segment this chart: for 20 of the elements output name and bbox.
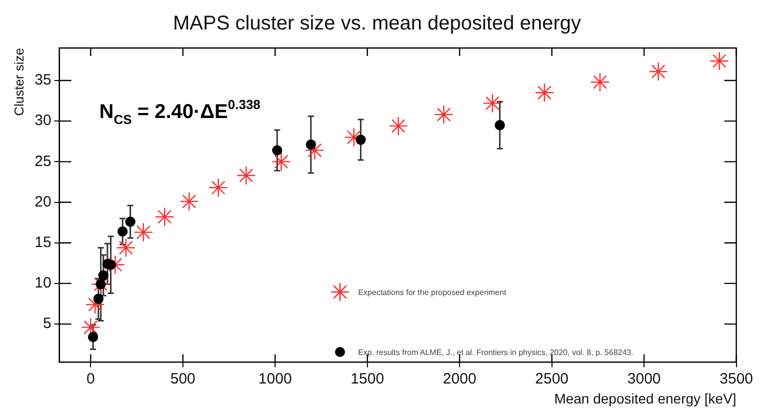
y-tick-label: 35 <box>34 72 52 89</box>
y-axis-title: Cluster size <box>11 48 26 116</box>
x-tick-label: 1000 <box>258 370 292 388</box>
x-tick-label: 0 <box>86 370 95 388</box>
y-tick-label: 20 <box>34 193 52 210</box>
x-tick-label: 3500 <box>720 370 754 388</box>
legend-label: Exp. results from ALME, J., et al. Frontiers in physics, 2020, vol. 8, p. 568243. <box>358 348 634 357</box>
x-tick-label: 2500 <box>535 370 569 388</box>
y-tick-label: 30 <box>34 112 52 130</box>
y-tick-label: 5 <box>42 315 52 332</box>
x-tick-label: 1500 <box>350 370 384 388</box>
chart-title: MAPS cluster size vs. mean deposited energy <box>173 12 581 35</box>
x-tick-label: 2000 <box>442 370 476 388</box>
x-tick-label: 500 <box>170 370 196 388</box>
y-tick-label: 15 <box>34 234 52 251</box>
y-tick-label: 25 <box>34 152 52 170</box>
x-axis-title: Mean deposited energy [keV] <box>554 390 736 406</box>
legend-label: Expectations for the proposed experiment <box>358 288 506 297</box>
y-tick-label: 10 <box>34 274 52 292</box>
x-tick-label: 3000 <box>627 370 661 388</box>
